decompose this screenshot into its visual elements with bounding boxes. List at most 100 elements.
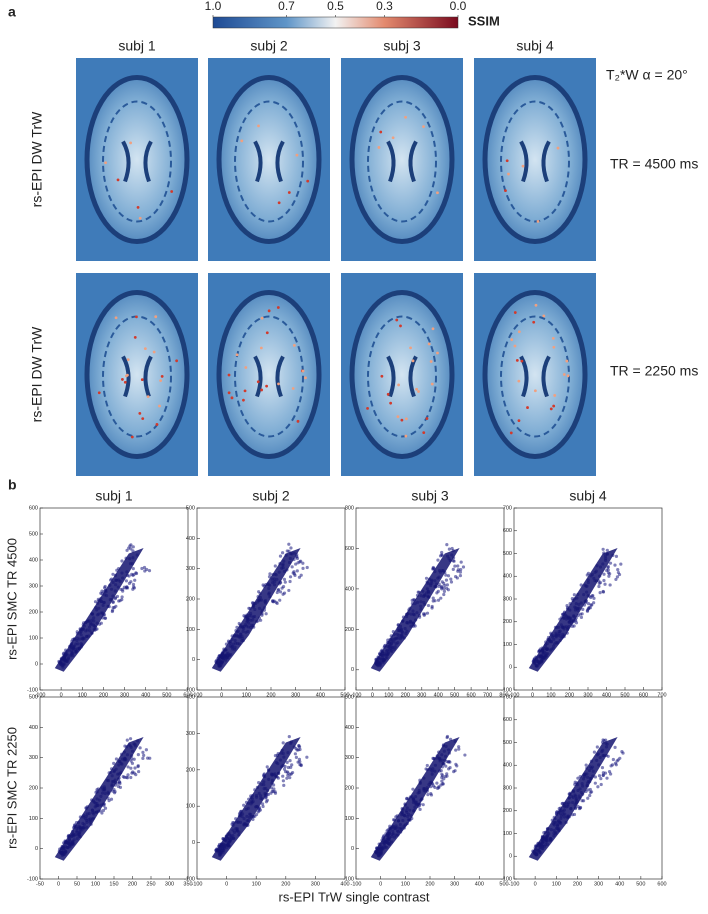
- low-ssim-spot: [422, 431, 426, 435]
- y-tick-label: 500: [29, 531, 38, 537]
- scatter-point: [281, 592, 285, 596]
- condition-label: T₂*W α = 20°: [606, 67, 688, 83]
- scatter-point: [290, 763, 294, 767]
- y-tick-label: 400: [29, 557, 38, 563]
- y-tick-label: 0: [351, 667, 354, 673]
- low-ssim-spot: [160, 375, 164, 378]
- scatter-cloud: [211, 735, 309, 861]
- y-tick-label: 600: [503, 528, 512, 534]
- low-ssim-spot: [404, 434, 408, 438]
- low-ssim-spot: [277, 201, 281, 205]
- low-ssim-spot: [520, 359, 524, 363]
- y-tick-label: 200: [503, 619, 512, 625]
- scatter-point: [598, 580, 603, 585]
- scatter-point: [588, 793, 592, 798]
- scatter-point: [143, 569, 147, 573]
- low-ssim-spot: [551, 337, 555, 340]
- y-tick-label: 0: [351, 846, 354, 852]
- y-tick-label: 200: [29, 785, 38, 791]
- scatter-point: [264, 800, 269, 804]
- scatter-point: [286, 771, 290, 775]
- scatter-point: [299, 573, 303, 577]
- scatter-point: [138, 746, 142, 750]
- row-label: rs-EPI DW TrW: [29, 111, 45, 207]
- scatter-point: [440, 553, 444, 557]
- scatter-point: [426, 603, 431, 608]
- scatter-point: [136, 764, 140, 768]
- low-ssim-spot: [556, 146, 560, 150]
- scatter-point: [449, 577, 453, 581]
- x-tick-label: 200: [128, 881, 137, 887]
- scatter-point: [607, 574, 611, 578]
- x-tick-label: 500: [450, 692, 459, 698]
- ventricle: [386, 355, 418, 398]
- scatter-point: [285, 760, 289, 764]
- y-tick-label: 300: [345, 755, 354, 761]
- scatter-core: [370, 737, 460, 861]
- y-axis-label: rs-EPI SMC TR 4500: [4, 538, 19, 660]
- low-ssim-spot: [133, 336, 137, 339]
- x-tick-label: 100: [552, 881, 561, 887]
- scatter-point: [430, 606, 434, 610]
- scatter-point: [110, 608, 115, 612]
- scatter-point: [440, 779, 444, 783]
- y-tick-label: 400: [186, 694, 195, 700]
- low-ssim-spot: [170, 190, 174, 193]
- x-tick-label: 100: [78, 692, 87, 698]
- scatter-point: [130, 572, 134, 576]
- scatter-point: [446, 574, 451, 578]
- y-tick-label: -100: [501, 687, 512, 693]
- y-tick-label: 0: [509, 854, 512, 860]
- scatter-point: [278, 598, 282, 602]
- scatter-point: [446, 588, 450, 592]
- x-tick-label: 200: [99, 692, 108, 698]
- y-tick-label: 0: [509, 665, 512, 671]
- y-tick-label: 500: [29, 694, 38, 700]
- scatter-point: [111, 572, 115, 576]
- scatter-point: [270, 789, 274, 793]
- scatter-point: [261, 804, 265, 809]
- y-tick-label: 600: [503, 717, 512, 723]
- low-ssim-spot: [389, 401, 393, 405]
- scatter-point: [572, 593, 576, 597]
- low-ssim-spot: [97, 391, 101, 395]
- low-ssim-spot: [427, 342, 431, 346]
- x-tick-label: 800: [499, 692, 508, 698]
- scatter-point: [130, 761, 135, 765]
- scatter-point: [615, 575, 620, 579]
- x-tick-label: 200: [401, 692, 410, 698]
- scatter-point: [114, 757, 119, 761]
- scatter-point: [296, 748, 300, 752]
- y-tick-label: 200: [503, 808, 512, 814]
- scatter-point: [116, 784, 121, 789]
- scatter-point: [442, 581, 446, 585]
- scatter-point: [93, 600, 98, 604]
- y-axis-label: rs-EPI SMC TR 2250: [4, 727, 19, 849]
- low-ssim-spot: [114, 316, 118, 320]
- low-ssim-spot: [517, 419, 521, 423]
- x-axis-label: rs-EPI TrW single contrast: [279, 889, 430, 904]
- low-ssim-spot: [129, 141, 133, 145]
- scatter-point: [124, 579, 129, 583]
- y-tick-label: 0: [35, 661, 38, 667]
- scatter-point: [275, 601, 279, 605]
- x-tick-label: 400: [602, 692, 611, 698]
- scatter-point: [132, 757, 136, 761]
- x-tick-label: 200: [281, 881, 290, 887]
- ventricle: [519, 355, 551, 398]
- scatter-point: [103, 616, 108, 620]
- scatter-point: [457, 747, 461, 751]
- low-ssim-spot: [155, 423, 159, 426]
- scatter-point: [273, 791, 278, 795]
- x-tick-label: -100: [191, 692, 202, 698]
- low-ssim-spot: [301, 369, 305, 373]
- scatter-point: [429, 793, 434, 797]
- low-ssim-spot: [404, 115, 407, 119]
- scatter-cloud: [211, 542, 309, 672]
- low-ssim-spot: [230, 396, 234, 400]
- low-ssim-spot: [295, 153, 299, 157]
- colorbar: [212, 16, 459, 29]
- scatter-point: [456, 564, 460, 568]
- colorbar-title: SSIM: [468, 13, 500, 28]
- scatter-point: [423, 612, 427, 616]
